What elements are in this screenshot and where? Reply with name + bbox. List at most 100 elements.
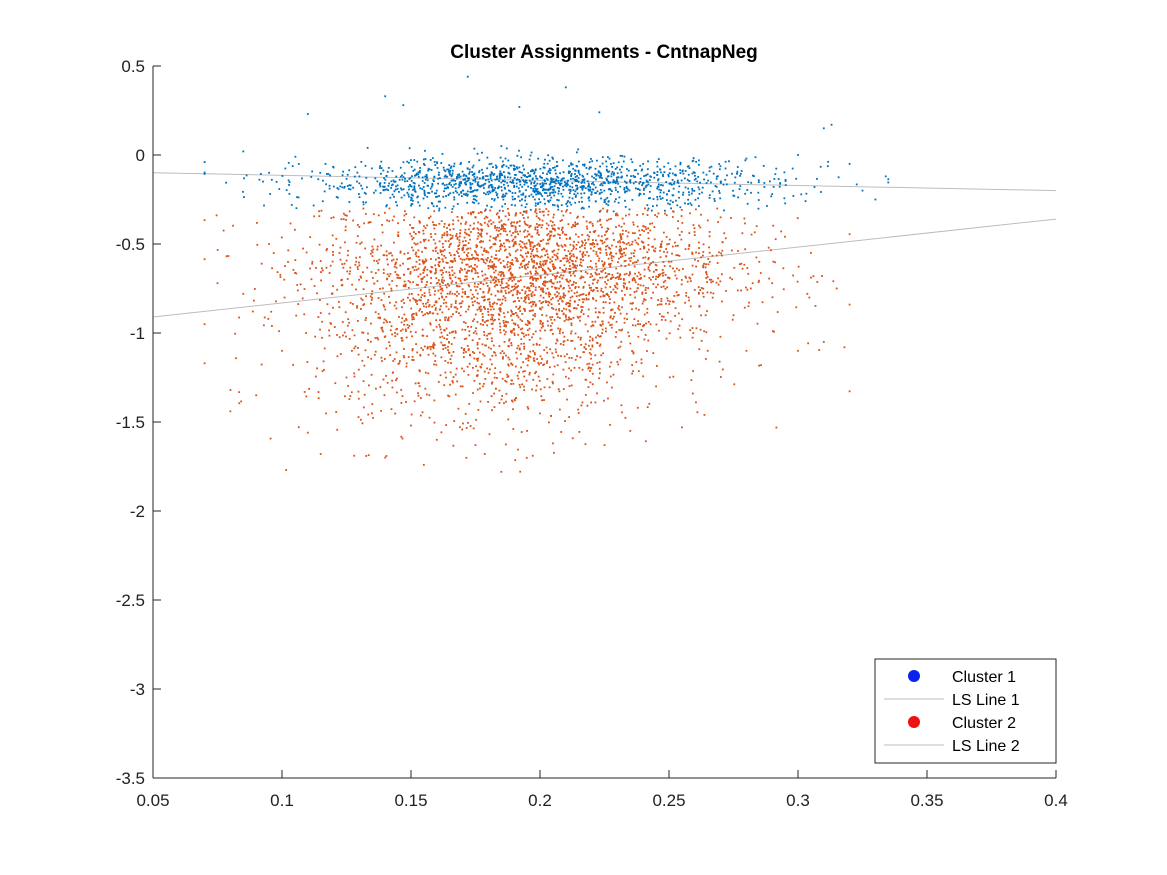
cluster-2-point [650,297,653,299]
cluster-1-point [510,204,513,206]
cluster-2-point [463,236,466,239]
cluster-1-point [571,182,574,185]
cluster-2-point [439,285,442,288]
cluster-1-point [820,191,822,193]
cluster-2-point [795,306,798,309]
cluster-2-point [285,469,288,471]
cluster-2-point [531,241,534,244]
cluster-2-point [472,277,474,280]
cluster-1-point [609,181,612,184]
cluster-1-point [590,157,592,160]
cluster-2-point [263,316,266,319]
cluster-2-point [370,271,373,273]
cluster-2-point [462,351,465,354]
cluster-2-point [617,363,620,366]
cluster-1-point [612,179,615,182]
cluster-2-point [620,249,623,252]
cluster-2-point [551,322,554,325]
cluster-2-point [622,285,625,287]
cluster-2-point [318,210,320,213]
cluster-1-point [550,181,553,183]
cluster-2-point [493,351,496,354]
cluster-1-point [680,179,683,182]
cluster-2-point [523,370,526,373]
cluster-2-point [562,257,565,260]
cluster-1-point [409,185,412,187]
cluster-2-point [294,228,296,231]
cluster-2-point [524,229,527,232]
cluster-2-point [700,339,703,342]
cluster-2-point [546,259,548,262]
cluster-2-point [441,344,444,347]
cluster-2-point [489,266,492,269]
x-tick-label: 0.3 [786,791,810,810]
cluster-2-point [437,380,440,383]
cluster-2-point [520,262,523,265]
cluster-2-point [637,259,639,262]
cluster-2-point [559,266,561,269]
cluster-1-point [650,209,653,212]
cluster-2-point [483,334,486,337]
cluster-2-point [582,251,585,254]
cluster-2-point [468,334,471,337]
cluster-1-point [663,209,666,212]
cluster-2-point [538,344,541,346]
cluster-2-point [533,301,536,304]
cluster-2-point [528,287,531,290]
cluster-2-point [654,247,657,250]
cluster-2-point [654,214,656,216]
cluster-2-point [647,266,650,269]
cluster-2-point [706,349,709,352]
cluster-2-point [609,262,612,265]
cluster-2-point [599,295,602,298]
cluster-2-point [528,233,531,236]
cluster-2-point [383,305,386,308]
cluster-2-point [367,413,370,416]
cluster-2-point [554,277,557,280]
cluster-2-point [596,342,599,345]
cluster-2-point [260,262,263,265]
cluster-1-point [454,180,457,182]
cluster-2-point [574,287,577,289]
cluster-2-point [615,267,618,270]
cluster-1-point [542,172,544,175]
cluster-2-point [305,332,307,334]
cluster-2-point [357,353,360,356]
cluster-2-point [413,269,416,271]
cluster-1-point [599,184,602,187]
cluster-1-point [618,196,621,199]
cluster-2-point [484,307,487,310]
cluster-2-point [628,335,631,338]
cluster-2-point [524,301,527,304]
cluster-2-point [510,309,513,312]
cluster-2-point [475,246,478,249]
cluster-2-point [429,311,431,313]
cluster-2-point [573,274,576,277]
cluster-2-point [691,273,694,276]
cluster-1-point [590,182,593,185]
cluster-2-point [514,300,516,303]
cluster-1-point [731,172,733,175]
cluster-2-point [664,287,667,290]
cluster-2-point [482,259,485,261]
cluster-2-point [422,463,425,466]
cluster-2-point [559,285,562,288]
cluster-1-point [473,172,476,175]
cluster-1-point [481,151,483,154]
cluster-2-point [610,326,613,329]
cluster-1-point [623,155,626,158]
cluster-2-point [598,367,601,370]
cluster-2-point [511,262,513,264]
cluster-1-point [710,181,712,184]
cluster-2-point [499,307,502,309]
cluster-1-point [385,204,388,207]
cluster-2-point [490,382,493,385]
cluster-1-point [401,174,403,177]
cluster-2-point [664,319,667,321]
cluster-1-point [295,207,298,210]
cluster-1-point [719,165,722,168]
cluster-1-point [288,192,291,195]
cluster-1-point [496,175,499,178]
cluster-1-point [545,182,548,185]
cluster-2-point [474,263,476,266]
